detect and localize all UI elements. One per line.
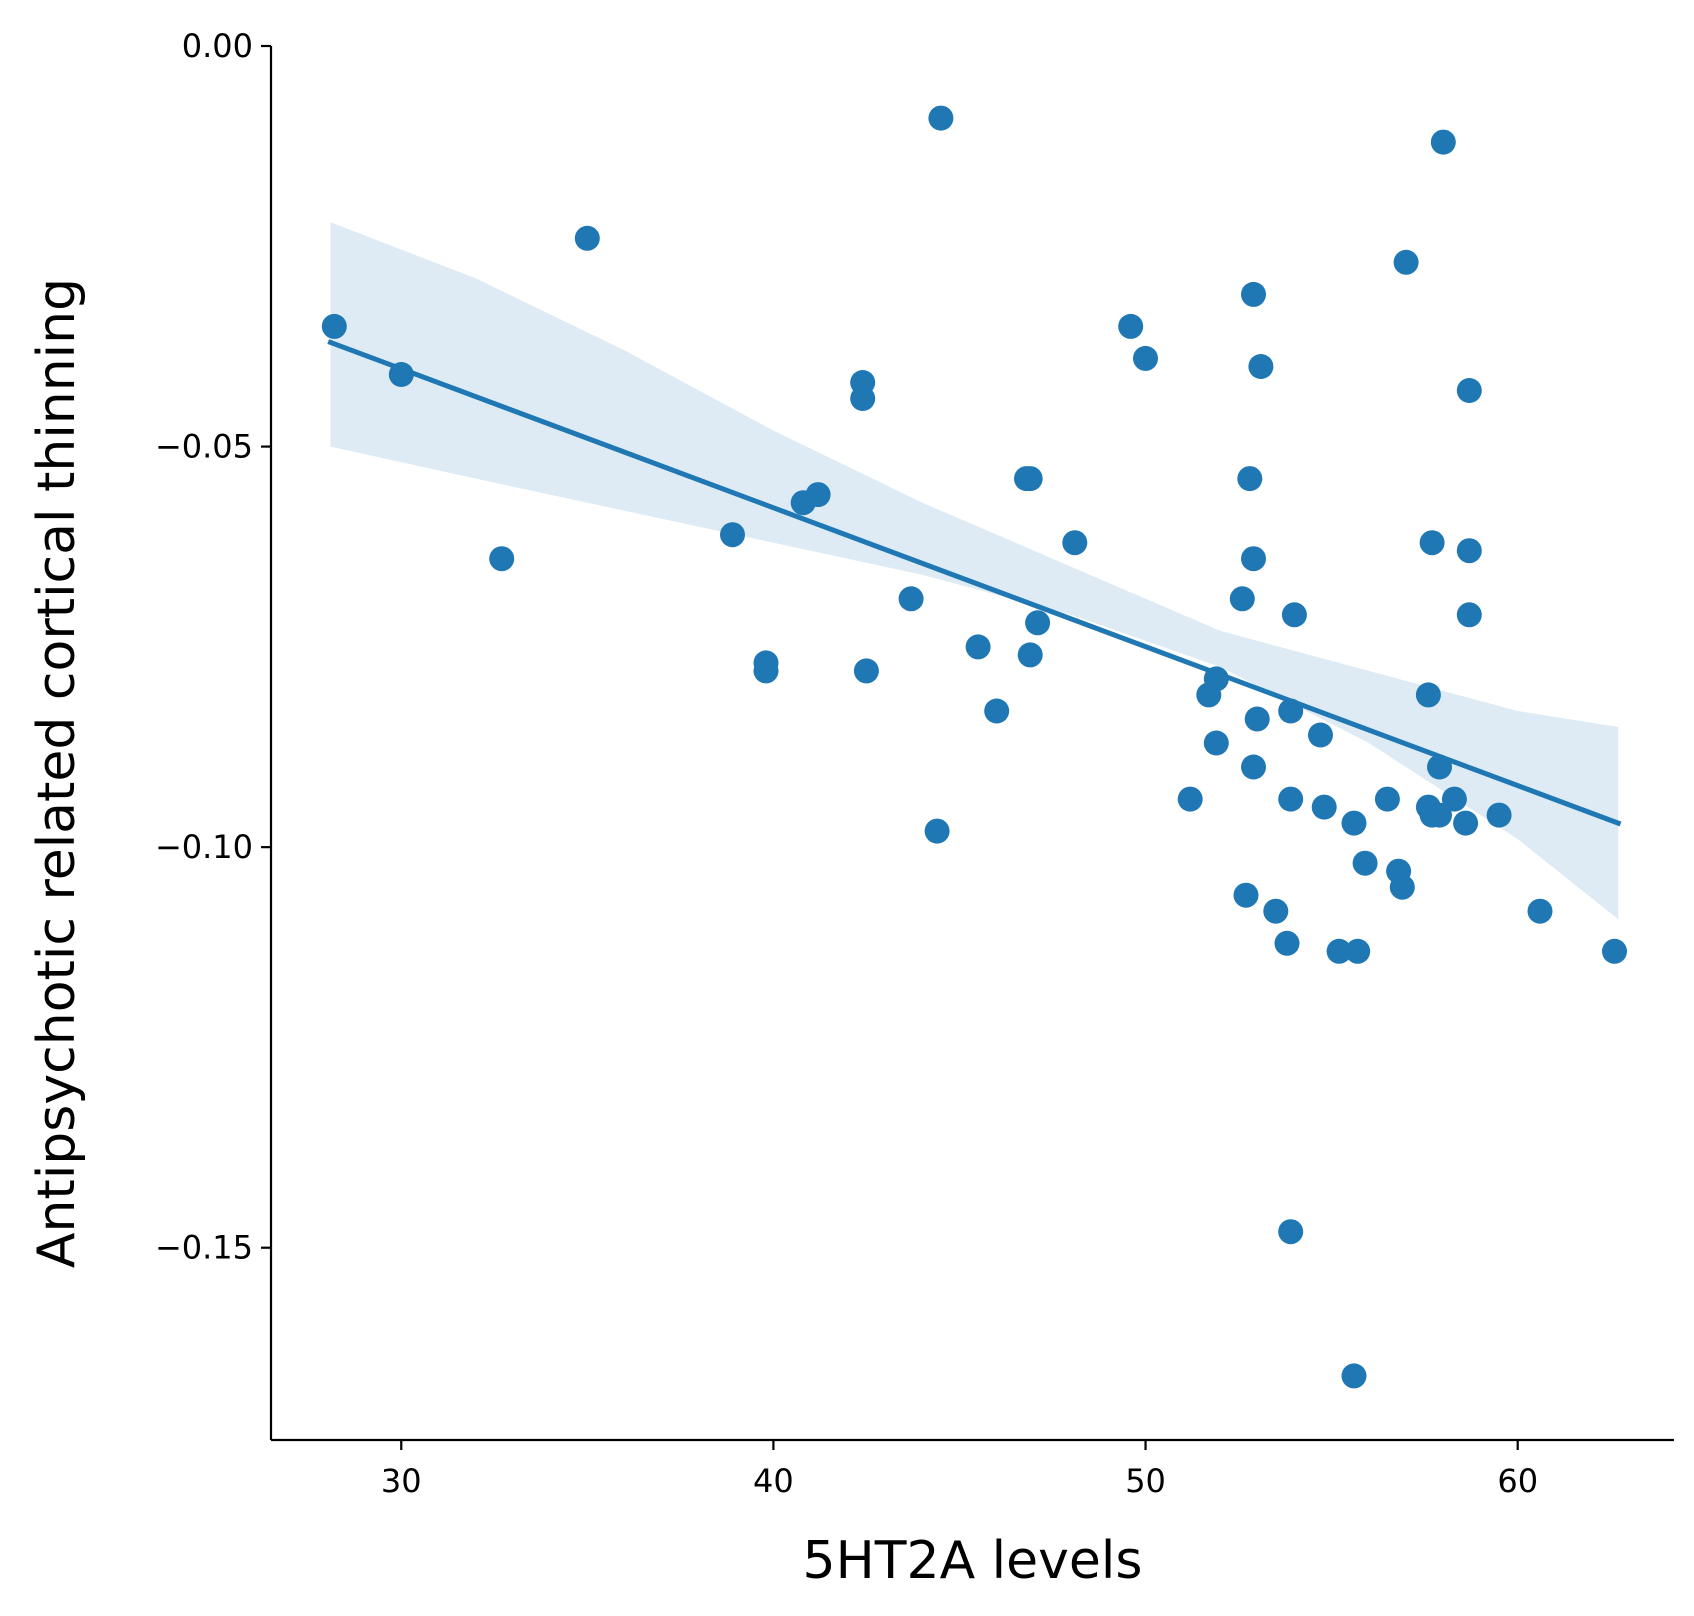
data-point [1278,786,1304,812]
regression-line [327,339,1622,827]
y-tick-label: 0.00 [182,27,253,65]
data-point [1203,666,1229,692]
data-point [1017,642,1043,668]
data-point [753,658,779,684]
data-point [805,482,831,508]
data-point [1427,754,1452,780]
data-point [321,313,347,339]
x-tick-label: 30 [381,1462,422,1500]
y-tick-label: −0.05 [155,428,253,466]
data-point [1374,786,1400,812]
data-point [388,362,414,387]
data-point [1326,938,1352,964]
y-ticks: 0.00 −0.05 −0.10 −0.15 [155,27,271,1267]
data-point [1274,930,1300,956]
data-point [1430,129,1456,155]
data-point [1177,786,1203,812]
data-point [1025,610,1051,636]
data-point [1345,938,1371,964]
points-layer [321,105,1627,1389]
data-point [1352,850,1378,876]
axes-layer [269,46,1674,1442]
data-point [1427,802,1452,828]
data-point [1229,586,1255,612]
data-point [1203,730,1229,756]
data-point [1341,810,1367,836]
confidence-band [330,222,1619,920]
data-point [850,386,876,411]
data-point [1281,602,1307,628]
data-point [853,658,879,684]
data-point [1244,706,1270,732]
data-point [1278,1219,1304,1245]
x-tick-label: 50 [1125,1462,1166,1500]
data-point [1453,810,1479,836]
data-point [1456,538,1482,564]
data-point [1486,802,1512,828]
data-point [1017,466,1043,492]
data-point [965,634,991,660]
data-point [984,698,1010,724]
data-point [1341,1363,1367,1389]
y-tick-label: −0.15 [155,1229,253,1267]
data-point [1419,530,1445,556]
data-point [1311,794,1337,820]
data-point [1456,378,1482,403]
x-ticks: 30 40 50 60 [381,1440,1538,1500]
data-point [1062,530,1088,556]
data-point [1393,249,1419,275]
data-point [1441,786,1467,812]
x-tick-label: 40 [753,1462,794,1500]
data-point [924,818,950,844]
data-point [1456,602,1482,628]
x-axis-label: 5HT2A levels [803,1531,1143,1591]
data-point [1415,682,1441,708]
data-point [898,586,924,612]
data-point [928,105,954,131]
data-point [1278,698,1304,724]
regression-line-layer [327,339,1622,827]
data-point [720,522,745,548]
data-point [1241,546,1266,572]
data-point [1308,722,1333,748]
data-point [1248,354,1274,379]
y-axis-label: Antipsychotic related cortical thinning [27,278,87,1268]
data-point [1241,281,1266,307]
x-tick-label: 60 [1497,1462,1538,1500]
data-point [489,546,515,572]
confidence-band-layer [330,222,1619,920]
data-point [1241,754,1266,780]
data-point [1237,466,1263,492]
y-tick-label: −0.10 [155,828,253,866]
data-point [1527,898,1553,924]
data-point [1233,882,1259,908]
data-point [1263,898,1289,924]
data-point [1389,874,1415,900]
data-point [1133,345,1158,371]
data-point [1602,938,1627,964]
data-point [1118,313,1144,339]
data-point [574,225,600,251]
